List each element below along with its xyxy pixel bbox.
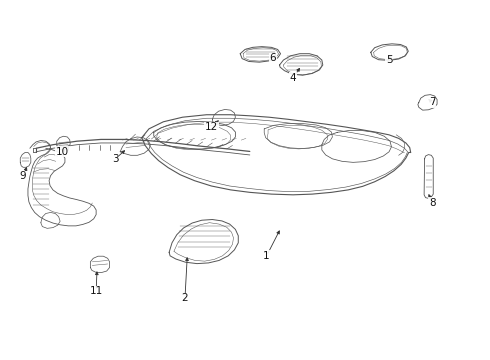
Text: 5: 5 xyxy=(386,55,392,65)
Text: 12: 12 xyxy=(205,122,218,132)
Text: 6: 6 xyxy=(270,53,276,63)
Text: 2: 2 xyxy=(182,293,188,303)
Text: 4: 4 xyxy=(290,73,296,83)
Text: 10: 10 xyxy=(56,147,69,157)
Text: 3: 3 xyxy=(112,154,119,164)
Text: 11: 11 xyxy=(90,286,103,296)
Text: 1: 1 xyxy=(263,251,270,261)
Text: 8: 8 xyxy=(429,198,436,208)
Text: 9: 9 xyxy=(20,171,26,181)
Text: 7: 7 xyxy=(429,98,436,107)
